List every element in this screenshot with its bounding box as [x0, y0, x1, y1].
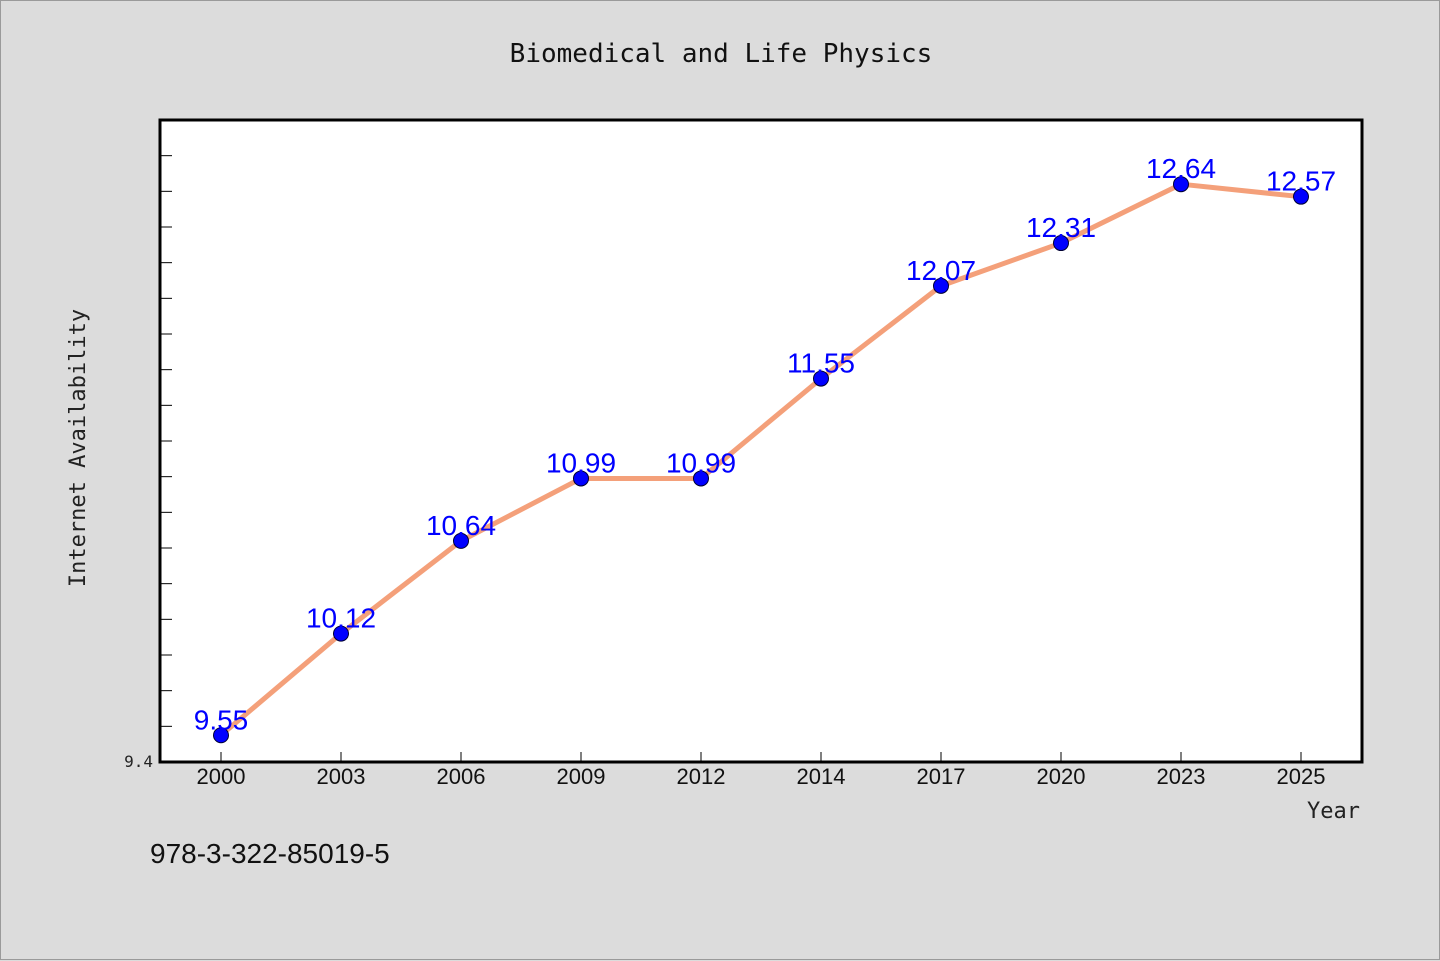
data-point	[573, 470, 589, 487]
data-point	[213, 727, 229, 744]
footer-text: 978-3-322-85019-5	[150, 838, 390, 869]
x-axis-ticks: 2000 2003 2006 2009 2012 2014 2017 2020 2023 2025	[197, 752, 1326, 789]
data-label: 9.55	[194, 704, 249, 735]
x-tick-label: 2012	[677, 764, 726, 789]
y-axis-ticks	[160, 155, 172, 727]
x-tick-label: 2009	[557, 764, 606, 789]
data-label: 12.31	[1026, 212, 1096, 243]
x-tick-label: 2023	[1157, 764, 1206, 789]
data-point	[1053, 235, 1069, 252]
plot-area	[158, 118, 1364, 764]
x-tick-label: 2017	[917, 764, 966, 789]
x-tick-label: 2014	[797, 764, 846, 789]
series-group: 9.55 10.12 10.64 10.99 10.99 11.55 12.07 12.31 1…	[194, 153, 1336, 744]
x-axis-label: Year	[1307, 799, 1360, 824]
x-tick-label: 2006	[437, 764, 486, 789]
data-label: 10.64	[426, 510, 496, 541]
series-line	[219, 181, 1302, 738]
y-axis-label: Internet Availability	[66, 309, 91, 587]
x-tick-label: 2020	[1037, 764, 1086, 789]
data-point	[453, 532, 469, 549]
x-tick-label: 2000	[197, 764, 246, 789]
data-point	[693, 470, 709, 487]
data-label: 12.07	[906, 255, 976, 286]
data-point	[813, 370, 829, 387]
data-label: 11.55	[787, 348, 855, 379]
data-label: 12.57	[1266, 166, 1336, 197]
data-label: 10.12	[306, 603, 376, 634]
data-label: 12.64	[1146, 153, 1216, 184]
data-point	[333, 625, 349, 642]
data-label: 10.99	[666, 447, 736, 478]
x-tick-label: 2003	[317, 764, 366, 789]
x-tick-label: 2025	[1277, 764, 1326, 789]
data-point	[1293, 188, 1309, 205]
data-point	[1173, 176, 1189, 193]
y-min-label: 9.4	[124, 752, 153, 771]
data-point	[933, 277, 949, 294]
chart-title: Biomedical and Life Physics	[510, 39, 933, 69]
data-label: 10.99	[546, 447, 616, 478]
